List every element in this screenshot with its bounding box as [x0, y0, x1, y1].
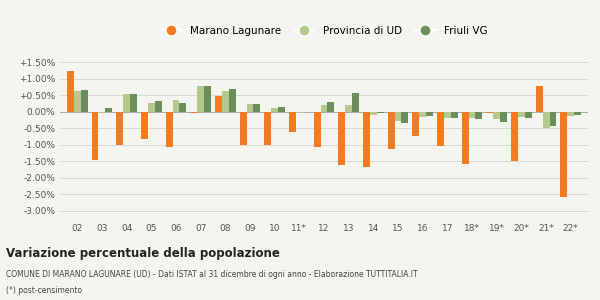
Bar — [116, 112, 123, 145]
Bar — [197, 86, 204, 112]
Bar — [289, 112, 296, 132]
Bar — [338, 112, 345, 164]
Bar — [166, 112, 173, 147]
Bar — [215, 96, 222, 112]
Bar — [370, 112, 377, 115]
Bar — [550, 112, 556, 126]
Bar — [179, 103, 187, 112]
Bar — [542, 112, 550, 128]
Bar — [412, 112, 419, 136]
Bar — [444, 112, 451, 118]
Bar — [253, 104, 260, 112]
Bar — [469, 112, 475, 118]
Bar — [204, 86, 211, 112]
Bar — [525, 112, 532, 118]
Bar — [264, 112, 271, 146]
Bar — [475, 112, 482, 119]
Bar — [130, 94, 137, 112]
Bar — [426, 112, 433, 116]
Bar — [190, 112, 197, 113]
Bar — [239, 112, 247, 145]
Bar — [388, 112, 395, 149]
Bar — [222, 91, 229, 112]
Bar — [314, 112, 320, 147]
Bar — [363, 112, 370, 167]
Bar — [536, 86, 542, 112]
Bar — [328, 102, 334, 112]
Bar — [345, 105, 352, 112]
Bar — [395, 112, 401, 121]
Bar — [155, 101, 161, 112]
Bar — [560, 112, 567, 197]
Bar — [271, 108, 278, 112]
Bar — [500, 112, 507, 122]
Bar — [352, 93, 359, 112]
Bar — [247, 104, 253, 112]
Bar — [377, 112, 384, 113]
Bar — [451, 112, 458, 118]
Text: (*) post-censimento: (*) post-censimento — [6, 286, 82, 296]
Bar — [229, 89, 236, 112]
Bar — [278, 107, 285, 112]
Bar — [148, 103, 155, 112]
Bar — [74, 91, 81, 112]
Bar — [511, 112, 518, 161]
Bar — [401, 112, 409, 123]
Bar — [419, 112, 426, 117]
Bar — [320, 105, 328, 112]
Bar — [141, 112, 148, 139]
Legend: Marano Lagunare, Provincia di UD, Friuli VG: Marano Lagunare, Provincia di UD, Friuli… — [158, 23, 490, 39]
Bar — [81, 90, 88, 112]
Bar — [487, 112, 493, 113]
Bar — [437, 112, 444, 146]
Bar — [461, 112, 469, 164]
Bar — [106, 108, 112, 112]
Bar — [574, 112, 581, 115]
Bar — [67, 70, 74, 112]
Bar — [173, 100, 179, 112]
Bar — [518, 112, 525, 117]
Bar — [296, 112, 303, 113]
Bar — [98, 112, 106, 113]
Text: Variazione percentuale della popolazione: Variazione percentuale della popolazione — [6, 247, 280, 260]
Bar — [123, 94, 130, 112]
Text: COMUNE DI MARANO LAGUNARE (UD) - Dati ISTAT al 31 dicembre di ogni anno - Elabor: COMUNE DI MARANO LAGUNARE (UD) - Dati IS… — [6, 270, 418, 279]
Bar — [92, 112, 98, 160]
Bar — [567, 112, 574, 116]
Bar — [493, 112, 500, 119]
